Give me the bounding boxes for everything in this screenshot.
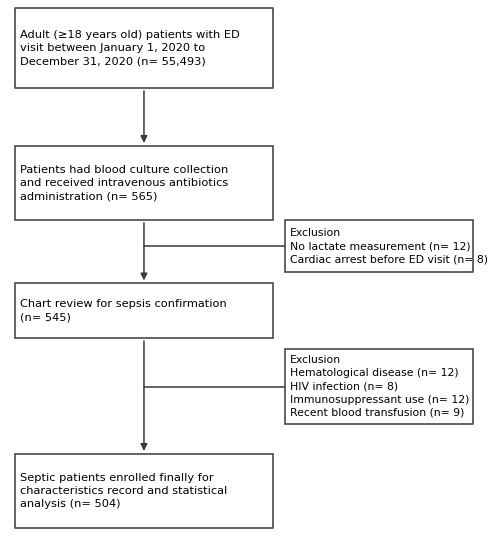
- Text: Adult (≥18 years old) patients with ED
visit between January 1, 2020 to
December: Adult (≥18 years old) patients with ED v…: [20, 30, 240, 67]
- FancyBboxPatch shape: [285, 220, 473, 272]
- Text: Exclusion
No lactate measurement (n= 12)
Cardiac arrest before ED visit (n= 8): Exclusion No lactate measurement (n= 12)…: [290, 228, 488, 265]
- Text: Chart review for sepsis confirmation
(n= 545): Chart review for sepsis confirmation (n=…: [20, 299, 227, 322]
- FancyBboxPatch shape: [15, 283, 273, 338]
- Text: Septic patients enrolled finally for
characteristics record and statistical
anal: Septic patients enrolled finally for cha…: [20, 472, 228, 509]
- FancyBboxPatch shape: [15, 454, 273, 528]
- FancyBboxPatch shape: [15, 8, 273, 88]
- Text: Exclusion
Hematological disease (n= 12)
HIV infection (n= 8)
Immunosuppressant u: Exclusion Hematological disease (n= 12) …: [290, 355, 470, 418]
- FancyBboxPatch shape: [15, 146, 273, 220]
- FancyBboxPatch shape: [285, 349, 473, 424]
- Text: Patients had blood culture collection
and received intravenous antibiotics
admin: Patients had blood culture collection an…: [20, 164, 229, 201]
